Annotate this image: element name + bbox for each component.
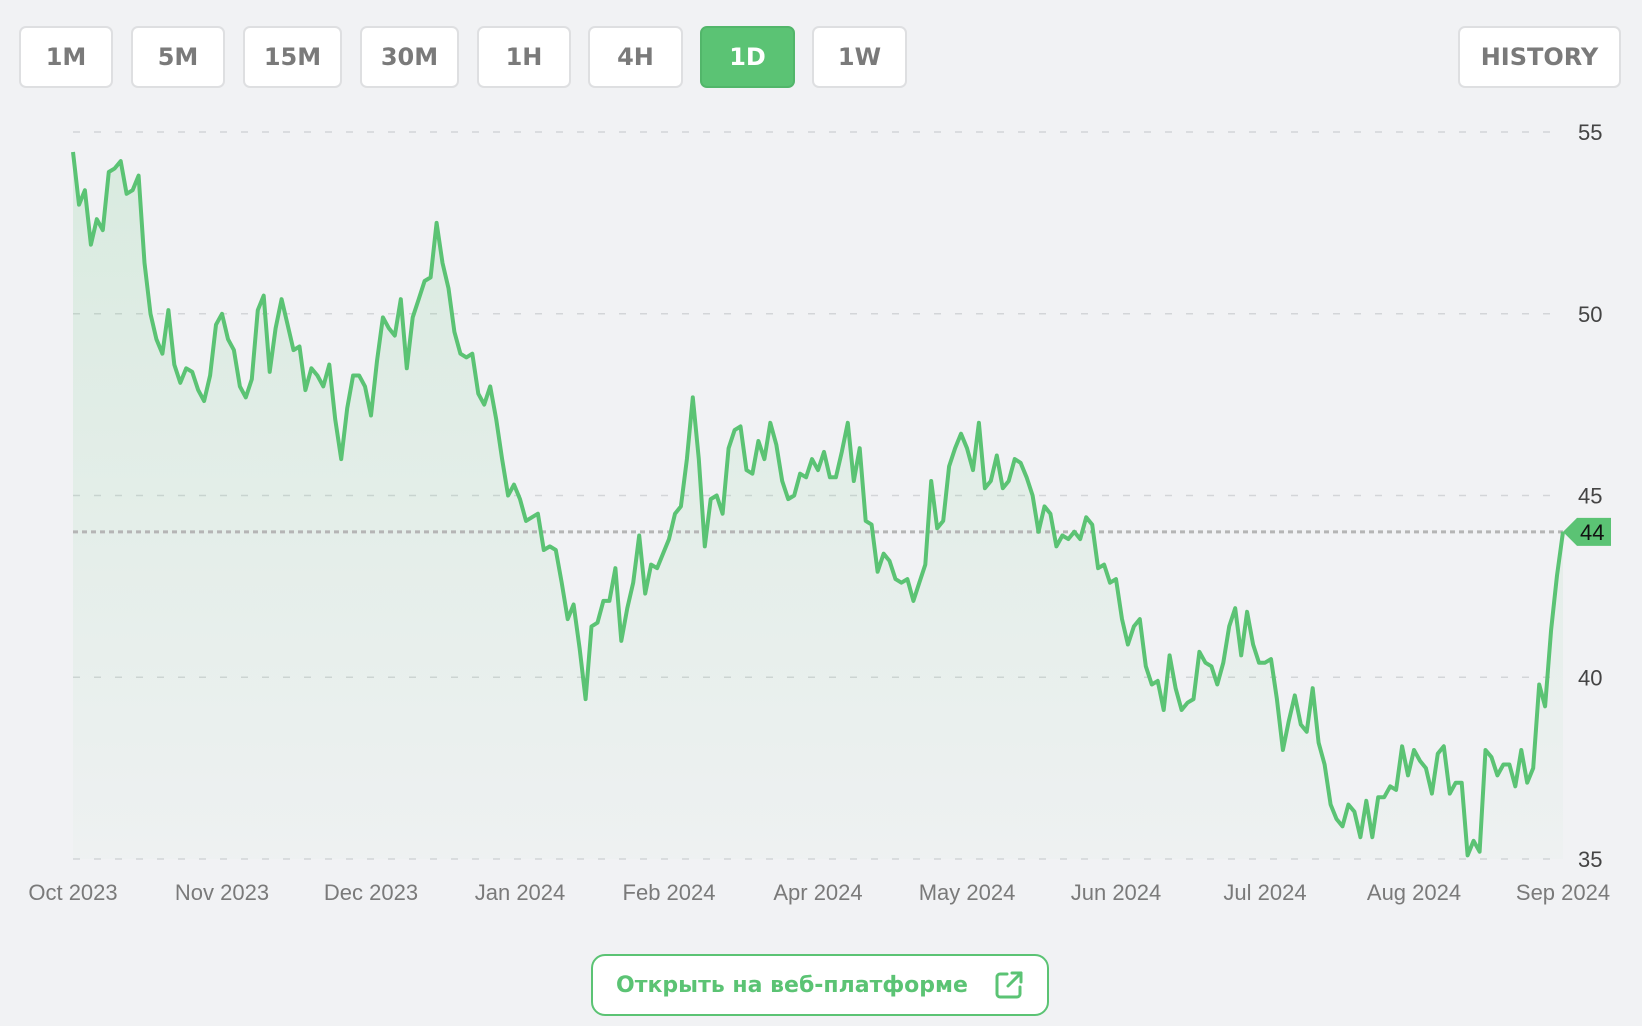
timeframe-4h-button[interactable]: 4H	[588, 26, 683, 88]
timeframe-1h-button[interactable]: 1H	[477, 26, 571, 88]
open-web-platform-label: Открыть на веб-платформе	[616, 972, 968, 998]
timeframe-15m-button[interactable]: 15M	[243, 26, 342, 88]
x-tick-label: Oct 2023	[28, 880, 117, 905]
timeframe-30m-button[interactable]: 30M	[360, 26, 459, 88]
x-axis: Oct 2023 Nov 2023 Dec 2023 Jan 2024 Feb 2024…	[28, 880, 1610, 905]
current-price-tag-shape	[1563, 517, 1611, 546]
timeframe-1w-button[interactable]: 1W	[812, 26, 907, 88]
x-tick-label: Dec 2023	[324, 880, 418, 905]
x-tick-label: Sep 2024	[1516, 880, 1610, 905]
external-link-icon	[994, 970, 1024, 1000]
y-tick-label: 50	[1578, 302, 1602, 327]
x-tick-label: Apr 2024	[773, 880, 862, 905]
y-tick-label: 45	[1578, 484, 1602, 509]
y-axis: 55 50 45 40 35	[1578, 120, 1602, 872]
price-area-fill	[73, 152, 1563, 859]
current-price-tag: 44	[1563, 517, 1611, 546]
price-line-series	[71, 151, 1565, 858]
current-price-label: 44	[1580, 520, 1604, 545]
timeframe-1d-button[interactable]: 1D	[700, 26, 795, 88]
x-tick-label: Nov 2023	[175, 880, 269, 905]
x-tick-label: Jul 2024	[1223, 880, 1306, 905]
timeframe-5m-button[interactable]: 5M	[131, 26, 225, 88]
x-tick-label: May 2024	[919, 880, 1016, 905]
history-button[interactable]: HISTORY	[1458, 26, 1621, 88]
open-web-platform-button[interactable]: Открыть на веб-платформе	[591, 954, 1049, 1016]
timeframe-1m-button[interactable]: 1M	[19, 26, 113, 88]
y-tick-label: 35	[1578, 847, 1602, 872]
y-tick-label: 40	[1578, 665, 1602, 690]
x-tick-label: Feb 2024	[623, 880, 716, 905]
x-tick-label: Jun 2024	[1071, 880, 1162, 905]
price-chart: 55 50 45 40 35 Oct 2023 Nov 2023 Dec 2023 Jan 2…	[28, 120, 1611, 905]
y-tick-label: 55	[1578, 120, 1602, 145]
x-tick-label: Jan 2024	[475, 880, 566, 905]
x-tick-label: Aug 2024	[1367, 880, 1461, 905]
